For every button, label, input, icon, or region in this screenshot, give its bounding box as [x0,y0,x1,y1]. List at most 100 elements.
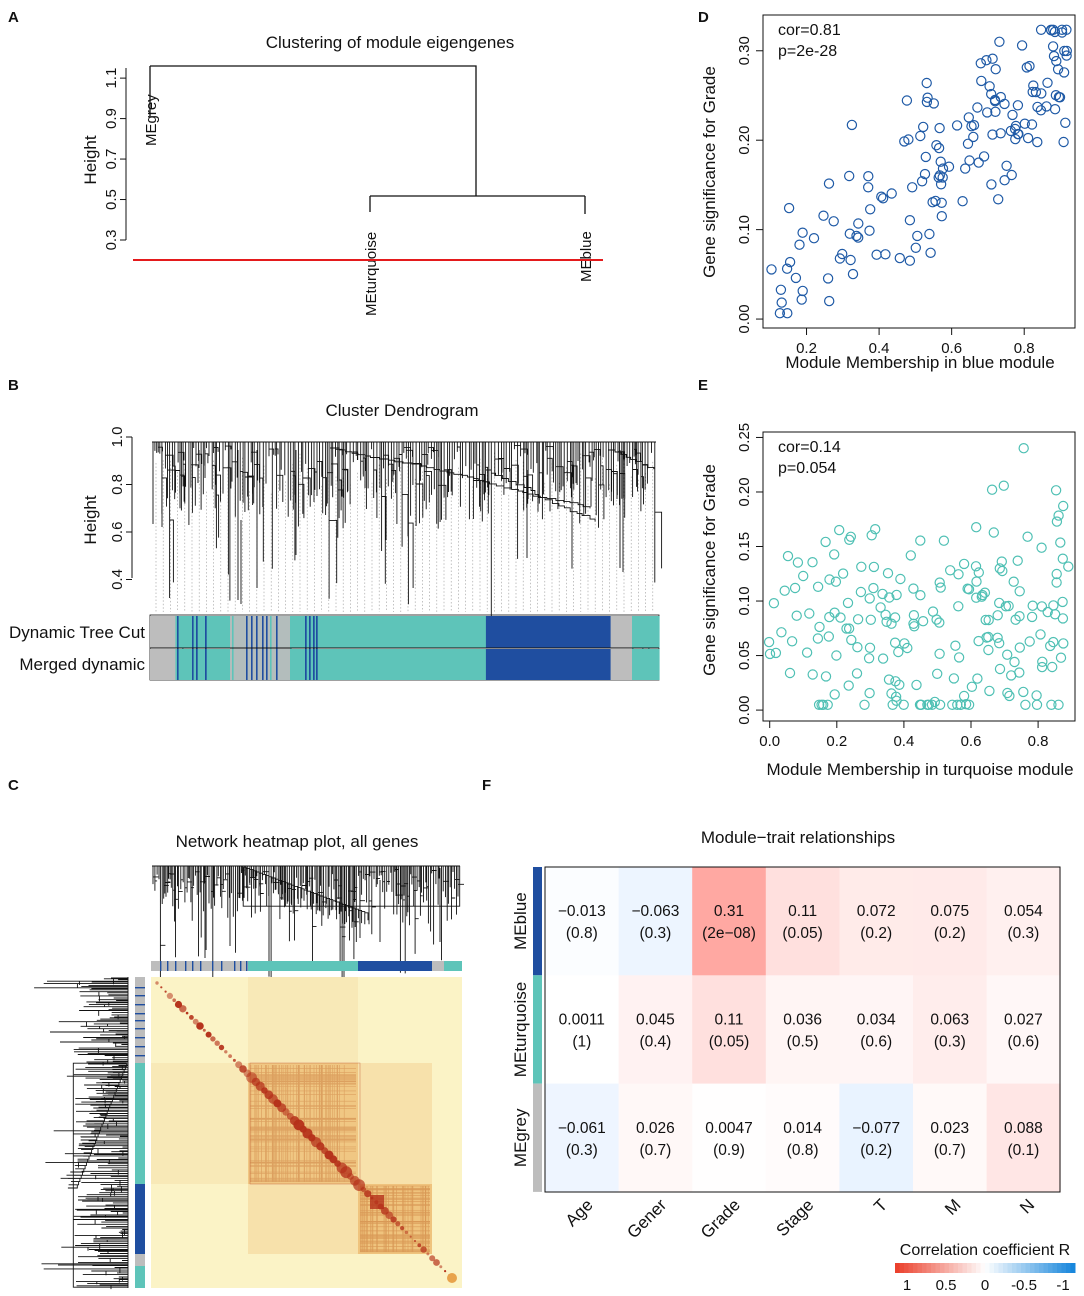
e-points-point-60 [988,527,1000,538]
f-cell-value-0-1: −0.063 [631,903,679,920]
c-heat-diag-65 [433,1259,440,1266]
c-heat-block-outline-a [249,1062,361,1185]
d-points-point-148 [1061,24,1072,35]
d-points-point-43 [865,204,876,215]
legend-swatch-9 [935,1263,941,1273]
f-col-label-3: Stage [773,1195,818,1240]
f-cell-1-6 [986,975,1061,1085]
e-points-point-24 [1051,516,1063,527]
f-cell-value-1-2: 0.11 [714,1012,743,1029]
e-points-point-50 [1057,596,1068,608]
panel-label-c: C [8,777,19,794]
e-points-point-193 [898,699,909,711]
d-points-point-9 [1058,136,1069,148]
e-points-xtick-label-3: 0.6 [961,733,982,750]
e-points-point-65 [1002,687,1013,699]
c-heat-diag-59 [409,1235,412,1238]
d-points-point-34 [931,139,942,151]
legend-tick-3: -0.5 [1011,1277,1037,1294]
d-points-point-60 [782,308,793,319]
e-points-point-12 [934,648,945,660]
f-cell-value-1-5: 0.063 [930,1012,969,1029]
e-points-point-134 [812,581,824,593]
e-points-point-182 [981,632,992,643]
e-points-point-172 [994,638,1005,649]
c-left-color-3 [135,1254,145,1266]
f-cell-pvalue-0-0: (0.8) [566,925,598,942]
c-heat-diag-12 [205,1031,212,1038]
f-cell-pvalue-2-4: (0.2) [860,1142,892,1159]
d-points-point-114 [999,174,1010,186]
legend-swatch-2 [904,1263,909,1273]
e-points-point-120 [926,699,938,711]
f-cell-pvalue-1-5: (0.3) [934,1034,966,1051]
c-heat-diag-41 [329,1155,338,1164]
e-points-point-69 [994,663,1006,675]
e-points-point-10 [953,652,965,663]
b-color-row0-block-4 [633,616,660,648]
legend-tick-2: 0 [981,1277,989,1294]
d-points-point-99 [933,142,945,154]
c-heat-diag-11 [202,1028,206,1032]
d-points-point-106 [999,98,1010,110]
e-points-point-139 [881,616,892,628]
c-top-color-3 [432,961,444,971]
f-cell-value-0-0: −0.013 [558,903,606,920]
e-points-point-43 [992,610,1003,621]
c-heat-diag-56 [395,1221,401,1227]
f-cell-value-1-4: 0.034 [857,1012,896,1029]
panel-c-left-dendrogram [34,977,129,1290]
b-color-row1-block-2 [485,649,612,680]
e-points-point-178 [998,480,1010,491]
d-points-point-81 [863,182,874,193]
legend-swatch-29 [1025,1263,1031,1273]
d-points-point-56 [987,53,998,64]
e-points-ytick-label-0: 0.00 [736,695,753,724]
e-points-point-183 [1035,629,1046,640]
d-points-point-19 [922,92,933,103]
e-points-point-194 [859,699,870,711]
panel-d-ticks: 0.2 0.4 0.6 0.8 0.00 0.10 0.20 0.30 [736,36,1035,357]
c-left-stripe-2 [135,1004,145,1006]
d-points-point-49 [915,130,926,142]
d-points-point-35 [1009,123,1021,135]
e-points-point-95 [818,699,829,711]
d-points-point-80 [1056,24,1068,35]
e-points-point-198 [895,573,906,585]
f-col-label-1: Gener [623,1195,670,1242]
e-points-point-115 [917,616,929,627]
row-label-merged-dynamic: Merged dynamic [19,655,145,674]
e-points-point-34 [886,618,897,629]
e-points-point-188 [1014,611,1025,622]
d-points-point-42 [1035,24,1047,35]
e-points-point-17 [1020,699,1031,711]
legend-swatch-26 [1012,1263,1017,1273]
c-heat-diag-55 [390,1216,397,1223]
c-top-stripe-4 [192,961,194,971]
f-cell-1-4 [839,975,914,1085]
d-points-point-0 [864,225,875,236]
e-points-point-133 [837,568,849,579]
d-points-xtick-label-1: 0.4 [869,340,890,357]
d-points-point-98 [993,194,1004,205]
c-heat-region-4 [151,1063,248,1184]
b-color-row0-block-0 [150,616,177,648]
e-points-point-157 [791,610,802,621]
c-left-color-4 [135,1266,145,1288]
e-points-point-29 [1053,510,1064,521]
e-points-point-58 [851,668,863,679]
e-points-point-2 [971,522,982,533]
legend-swatch-36 [1057,1263,1062,1273]
d-points-point-47 [903,134,914,145]
panel-d: 0.2 0.4 0.6 0.8 0.00 0.10 0.20 0.30 cor=0.81 p=… [700,14,1076,372]
d-points-point-124 [937,172,948,183]
panel-f-grid: MEblue −0.013 (0.8) −0.063 (0.3) 0.31 (2e−08) 0… [511,867,1061,1242]
c-heat-diag-16 [224,1050,228,1054]
d-points-point-117 [1050,89,1062,101]
legend-swatch-14 [958,1263,963,1273]
c-left-color-1 [135,1063,145,1184]
e-points-point-9 [807,557,818,568]
d-points-point-118 [904,255,916,266]
f-cell-pvalue-2-5: (0.7) [934,1142,966,1159]
e-points-point-23 [820,536,831,548]
